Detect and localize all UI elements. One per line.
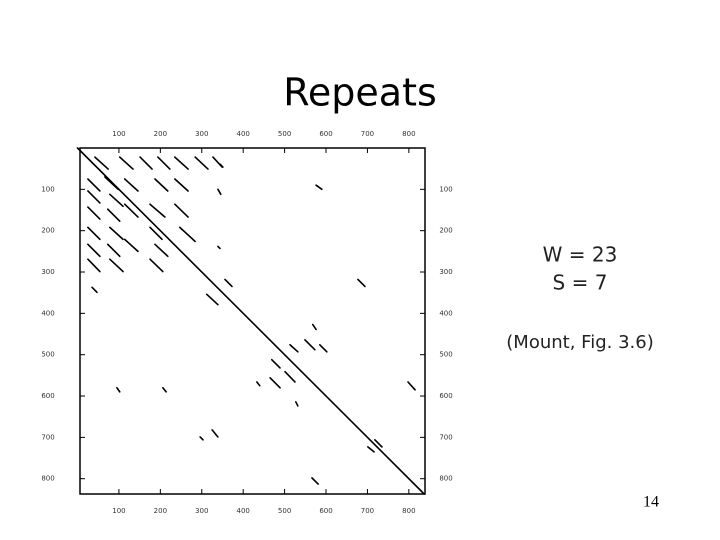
repeat-segment (217, 188, 222, 196)
repeat-segment (162, 386, 167, 393)
x-tick-label: 100 (112, 507, 125, 515)
repeat-segment (304, 339, 316, 351)
repeat-segment (87, 178, 101, 192)
repeat-segment (139, 156, 153, 170)
repeat-segment (123, 178, 139, 192)
y-tick-label: 400 (41, 309, 54, 317)
repeat-segment (104, 176, 119, 191)
repeat-segment (87, 243, 101, 258)
y-tick-label: 800 (439, 475, 452, 483)
page-number: 14 (643, 494, 659, 511)
y-tick-label: 400 (439, 309, 452, 317)
repeat-segment (211, 429, 219, 438)
repeat-segment (217, 245, 221, 250)
y-tick-label: 300 (41, 268, 54, 276)
repeat-segment (87, 258, 101, 273)
repeat-segment (315, 184, 323, 191)
x-tick-label: 500 (278, 507, 291, 515)
repeat-segment (407, 381, 416, 391)
slide-title: Repeats (283, 71, 437, 115)
x-tick-label: 200 (154, 130, 167, 138)
repeat-segment (174, 156, 189, 170)
repeat-segment (87, 190, 101, 204)
x-tick-label: 300 (195, 130, 208, 138)
x-tick-label: 700 (361, 507, 374, 515)
repeat-segment (311, 477, 319, 485)
repeat-segment (154, 178, 169, 192)
repeat-segment (284, 370, 296, 383)
x-tick-label: 400 (236, 130, 249, 138)
repeat-segment (199, 436, 204, 441)
repeat-segment (270, 358, 281, 369)
repeat-segment (294, 401, 299, 407)
x-tick-label: 200 (154, 507, 167, 515)
repeat-segment (256, 381, 261, 387)
repeat-segment (118, 156, 134, 170)
x-tick-label: 400 (236, 507, 249, 515)
y-tick-label: 300 (439, 268, 452, 276)
x-tick-label: 700 (361, 130, 374, 138)
y-tick-label: 100 (439, 185, 452, 193)
repeat-segment (149, 226, 163, 241)
repeat-segment (123, 203, 139, 218)
y-tick-label: 700 (439, 433, 452, 441)
repeat-segment (194, 156, 209, 170)
y-tick-label: 200 (439, 227, 452, 235)
repeat-segment (106, 208, 121, 222)
x-tick-label: 600 (319, 507, 332, 515)
y-tick-label: 700 (41, 433, 54, 441)
x-tick-label: 300 (195, 507, 208, 515)
y-tick-label: 500 (41, 351, 54, 359)
repeat-segment (76, 147, 425, 495)
x-tick-label: 500 (278, 130, 291, 138)
x-tick-label: 800 (402, 507, 415, 515)
repeat-segment (179, 226, 196, 243)
x-tick-label: 600 (319, 130, 332, 138)
x-tick-label: 800 (402, 130, 415, 138)
repeat-segment (357, 278, 366, 288)
repeat-segment (116, 386, 121, 393)
repeat-segment (94, 156, 109, 170)
y-tick-label: 600 (41, 392, 54, 400)
plot-frame (79, 147, 426, 495)
repeat-segment (123, 238, 139, 253)
y-tick-label: 600 (439, 392, 452, 400)
repeat-segment (87, 206, 101, 220)
repeat-segment (311, 323, 317, 331)
y-tick-label: 100 (41, 185, 54, 193)
repeat-segment (367, 446, 375, 453)
repeat-segment (109, 193, 124, 208)
repeat-segment (224, 278, 233, 288)
repeat-segment (157, 156, 171, 170)
y-tick-label: 500 (439, 351, 452, 359)
repeat-segment (219, 163, 224, 168)
repeat-segment (149, 203, 166, 218)
repeat-segment (174, 178, 189, 192)
repeat-segment (87, 226, 101, 241)
annotation: (Mount, Fig. 3.6) (506, 332, 653, 353)
repeat-segment (205, 293, 219, 306)
x-tick-label: 100 (112, 130, 125, 138)
repeat-segment (149, 258, 164, 273)
repeat-segment (106, 243, 121, 258)
repeat-segment (109, 258, 124, 273)
y-tick-label: 800 (41, 475, 54, 483)
repeat-segment (319, 343, 328, 353)
annotation: S = 7 (553, 271, 608, 295)
repeat-segment (91, 286, 98, 294)
repeat-segment (374, 439, 383, 448)
repeat-segment (174, 203, 189, 218)
repeat-segment (154, 243, 169, 258)
annotation: W = 23 (543, 243, 618, 267)
y-tick-label: 200 (41, 227, 54, 235)
repeat-segment (109, 226, 124, 241)
repeat-segment (289, 343, 299, 353)
repeat-segment (269, 377, 281, 389)
